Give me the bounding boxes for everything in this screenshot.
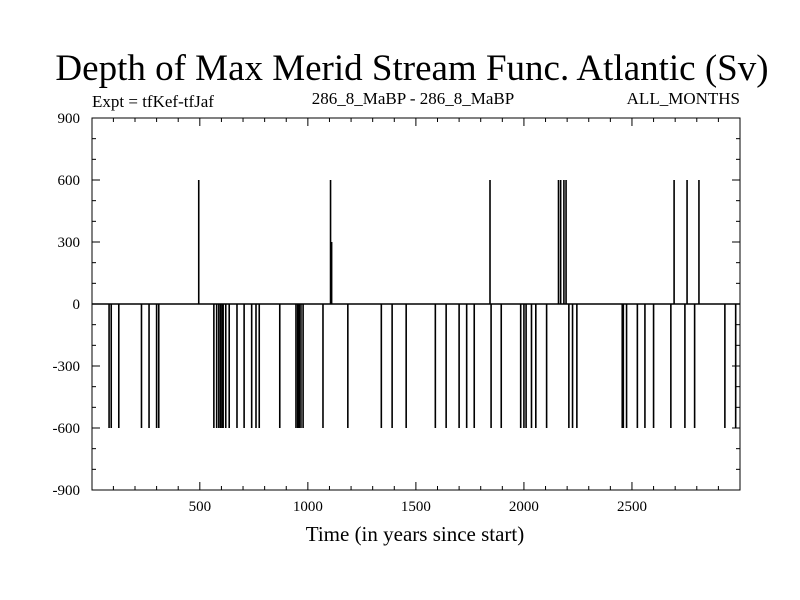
x-tick-label: 2000 [509, 499, 539, 515]
y-tick-label: 900 [58, 111, 81, 127]
experiment-label: Expt = tfKef-tfJaf [92, 92, 214, 111]
y-tick-label: -600 [53, 421, 81, 437]
y-tick-label: -900 [53, 483, 81, 499]
x-axis-label: Time (in years since start) [306, 522, 525, 546]
ticks-group: -900 -600 -300 0 300 600 900 500 1000 1500 2000 250… [53, 111, 740, 515]
x-tick-label: 1000 [293, 499, 323, 515]
months-label: ALL_MONTHS [627, 89, 740, 108]
y-tick-label: 300 [58, 235, 81, 251]
x-tick-label: 2500 [617, 499, 647, 515]
x-tick-label: 1500 [401, 499, 431, 515]
x-tick-label: 500 [189, 499, 212, 515]
period-label: 286_8_MaBP - 286_8_MaBP [312, 89, 514, 108]
bars-group [108, 180, 737, 428]
y-tick-label: 0 [73, 297, 81, 313]
y-tick-label: 600 [58, 173, 81, 189]
plot-frame [91, 117, 741, 491]
y-tick-label: -300 [53, 359, 81, 375]
chart-title: Depth of Max Merid Stream Func. Atlantic… [55, 48, 768, 89]
